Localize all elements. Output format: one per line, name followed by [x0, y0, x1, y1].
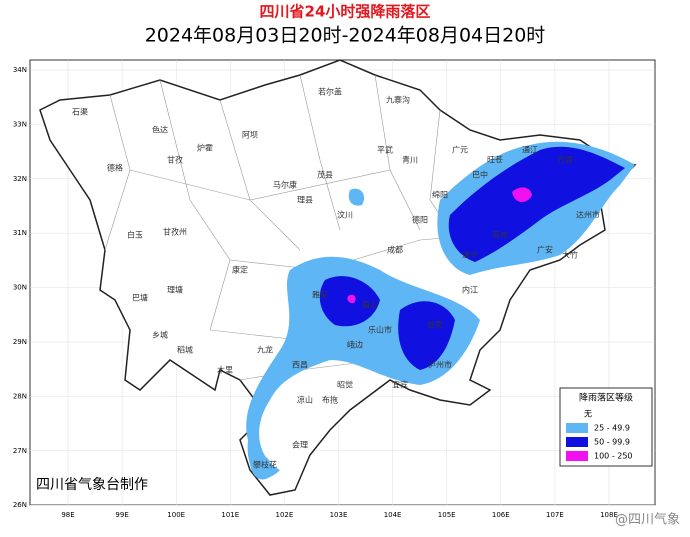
lon-label: 107E: [546, 511, 564, 519]
lon-label: 98E: [61, 511, 74, 519]
lat-label: 26N: [13, 501, 27, 509]
place-label: 平武: [377, 145, 393, 155]
place-label: 木里: [217, 365, 233, 375]
place-label: 九寨沟: [386, 95, 410, 105]
lat-label: 33N: [13, 120, 27, 128]
place-label: 绵阳: [432, 190, 448, 200]
place-label: 巴中: [472, 170, 488, 180]
place-label: 宜宾: [392, 380, 408, 390]
place-label: 泸州市: [428, 360, 452, 370]
place-label: 昭觉: [337, 380, 353, 390]
place-label: 茂县: [317, 170, 333, 180]
place-label: 白玉: [127, 230, 143, 240]
place-label: 乐山市: [368, 325, 392, 335]
place-label: 成都: [387, 245, 403, 255]
place-label: 广元: [452, 145, 468, 155]
subtitle: 2024年08月03日20时-2024年08月04日20时: [145, 25, 546, 47]
place-label: 通江: [522, 145, 538, 155]
legend-swatch: [566, 437, 588, 447]
place-label: 石渠: [72, 107, 88, 117]
legend-label: 无: [584, 410, 592, 419]
place-label: 雅安: [312, 290, 328, 300]
lat-label: 32N: [13, 175, 27, 183]
place-label: 西昌: [292, 361, 308, 370]
lat-label: 27N: [13, 447, 27, 455]
place-label: 理塘: [167, 285, 183, 295]
place-label: 汶川: [337, 210, 353, 220]
place-label: 大竹: [562, 250, 578, 260]
place-label: 万源: [557, 156, 573, 165]
lon-label: 103E: [330, 511, 348, 519]
legend-label: 25 - 49.9: [594, 424, 630, 433]
credit: 四川省气象台制作: [36, 477, 148, 493]
place-label: 眉山: [362, 300, 378, 310]
place-label: 旺苍: [487, 155, 503, 165]
place-label: 理县: [297, 196, 313, 205]
place-label: 甘孜: [167, 155, 183, 165]
lat-label: 34N: [13, 66, 27, 74]
place-label: 青川: [402, 155, 418, 165]
legend-swatch: [566, 451, 588, 461]
place-label: 若尔盖: [318, 87, 342, 97]
place-label: 会理: [292, 440, 308, 450]
lon-label: 104E: [384, 511, 402, 519]
place-label: 遂宁: [462, 250, 478, 260]
title: 四川省24小时强降雨落区: [260, 3, 431, 21]
place-label: 南充: [492, 230, 508, 240]
lon-label: 108E: [600, 511, 618, 519]
place-label: 九龙: [257, 345, 273, 355]
place-label: 康定: [232, 265, 248, 275]
place-label: 峨边: [347, 340, 363, 350]
place-label: 内江: [462, 285, 478, 295]
place-label: 德阳: [412, 215, 428, 225]
place-label: 甘孜州: [163, 227, 187, 237]
legend-label: 100 - 250: [594, 452, 633, 461]
place-label: 色达: [152, 125, 168, 135]
place-label: 炉霍: [197, 143, 213, 153]
legend-title: 降雨落区等级: [579, 392, 633, 404]
place-label: 达州市: [576, 210, 600, 220]
watermark: @四川气象: [615, 512, 680, 528]
place-label: 广安: [537, 245, 553, 255]
lat-label: 30N: [13, 284, 27, 292]
place-label: 稻城: [177, 345, 193, 355]
place-label: 阿坝: [242, 131, 258, 140]
lat-label: 28N: [13, 392, 27, 400]
place-label: 马尔康: [273, 180, 297, 190]
lon-label: 106E: [492, 511, 510, 519]
place-label: 德格: [107, 163, 123, 173]
lat-label: 31N: [13, 229, 27, 237]
rain-areas: [246, 141, 635, 480]
lon-label: 101E: [221, 511, 239, 519]
place-label: 凉山: [297, 395, 313, 405]
lon-label: 99E: [115, 511, 128, 519]
place-label: 巴塘: [132, 293, 148, 303]
place-label: 自贡: [427, 320, 443, 330]
place-label: 布拖: [322, 395, 338, 405]
lon-label: 105E: [438, 511, 456, 519]
legend-swatch: [566, 423, 588, 433]
legend-label: 50 - 99.9: [594, 438, 630, 447]
place-label: 攀枝花: [253, 460, 277, 470]
place-label: 乡城: [152, 331, 168, 340]
lat-label: 29N: [13, 338, 27, 346]
lon-label: 102E: [276, 511, 294, 519]
lon-label: 100E: [167, 511, 185, 519]
